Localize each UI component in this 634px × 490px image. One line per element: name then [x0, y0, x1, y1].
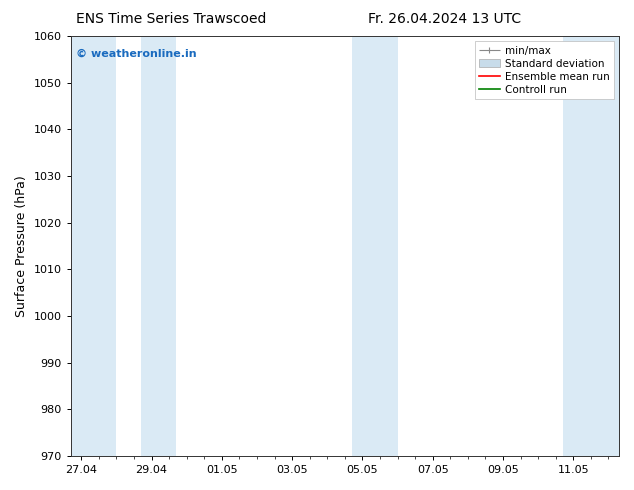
- Bar: [71, 36, 117, 456]
- Text: ENS Time Series Trawscoed: ENS Time Series Trawscoed: [76, 12, 266, 26]
- Legend: min/max, Standard deviation, Ensemble mean run, Controll run: min/max, Standard deviation, Ensemble me…: [475, 41, 614, 99]
- Bar: [563, 36, 619, 456]
- Text: © weatheronline.in: © weatheronline.in: [76, 49, 197, 59]
- Bar: [352, 36, 398, 456]
- Y-axis label: Surface Pressure (hPa): Surface Pressure (hPa): [15, 175, 28, 317]
- Text: Fr. 26.04.2024 13 UTC: Fr. 26.04.2024 13 UTC: [368, 12, 521, 26]
- Bar: [141, 36, 176, 456]
